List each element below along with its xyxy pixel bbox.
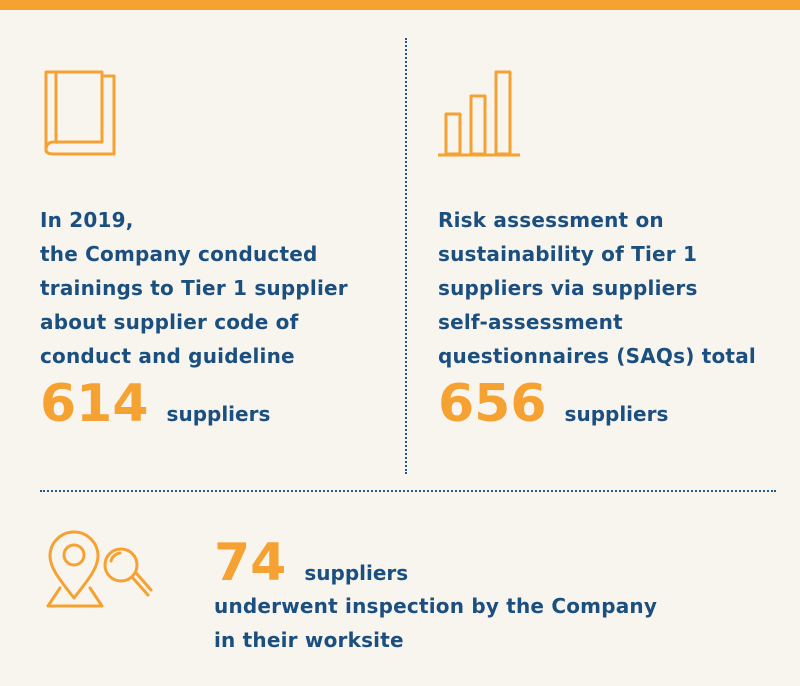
- left-line: the Company conducted: [40, 242, 318, 266]
- left-line: conduct and guideline: [40, 344, 295, 368]
- top-accent-bar: [0, 0, 800, 10]
- left-line: In 2019,: [40, 208, 134, 232]
- right-line: Risk assessment on: [438, 208, 664, 232]
- left-line: trainings to Tier 1 supplier: [40, 276, 348, 300]
- vertical-divider: [405, 38, 407, 474]
- bottom-line: in their worksite: [214, 628, 404, 652]
- bottom-description: underwent inspection by the Company in t…: [214, 589, 657, 657]
- left-line: about supplier code of: [40, 310, 299, 334]
- right-line: suppliers via suppliers: [438, 276, 698, 300]
- right-number: 656: [438, 374, 547, 434]
- left-number: 614: [40, 374, 149, 434]
- location-search-icon: [46, 530, 153, 608]
- book-icon: [44, 70, 116, 156]
- bottom-stat: 74 suppliers: [214, 537, 408, 589]
- bar-chart-icon: [438, 70, 520, 157]
- bottom-number: 74: [214, 533, 287, 593]
- right-line: self-assessment: [438, 310, 623, 334]
- left-unit: suppliers: [166, 402, 271, 426]
- horizontal-divider: [40, 490, 776, 492]
- right-unit: suppliers: [564, 402, 669, 426]
- right-description: Risk assessment on sustainability of Tie…: [438, 203, 756, 373]
- left-description: In 2019, the Company conducted trainings…: [40, 203, 348, 373]
- right-line: sustainability of Tier 1: [438, 242, 698, 266]
- right-line: questionnaires (SAQs) total: [438, 344, 756, 368]
- right-stat: 656 suppliers: [438, 378, 668, 430]
- bottom-line: underwent inspection by the Company: [214, 594, 658, 618]
- left-stat: 614 suppliers: [40, 378, 270, 430]
- bottom-unit: suppliers: [304, 561, 409, 585]
